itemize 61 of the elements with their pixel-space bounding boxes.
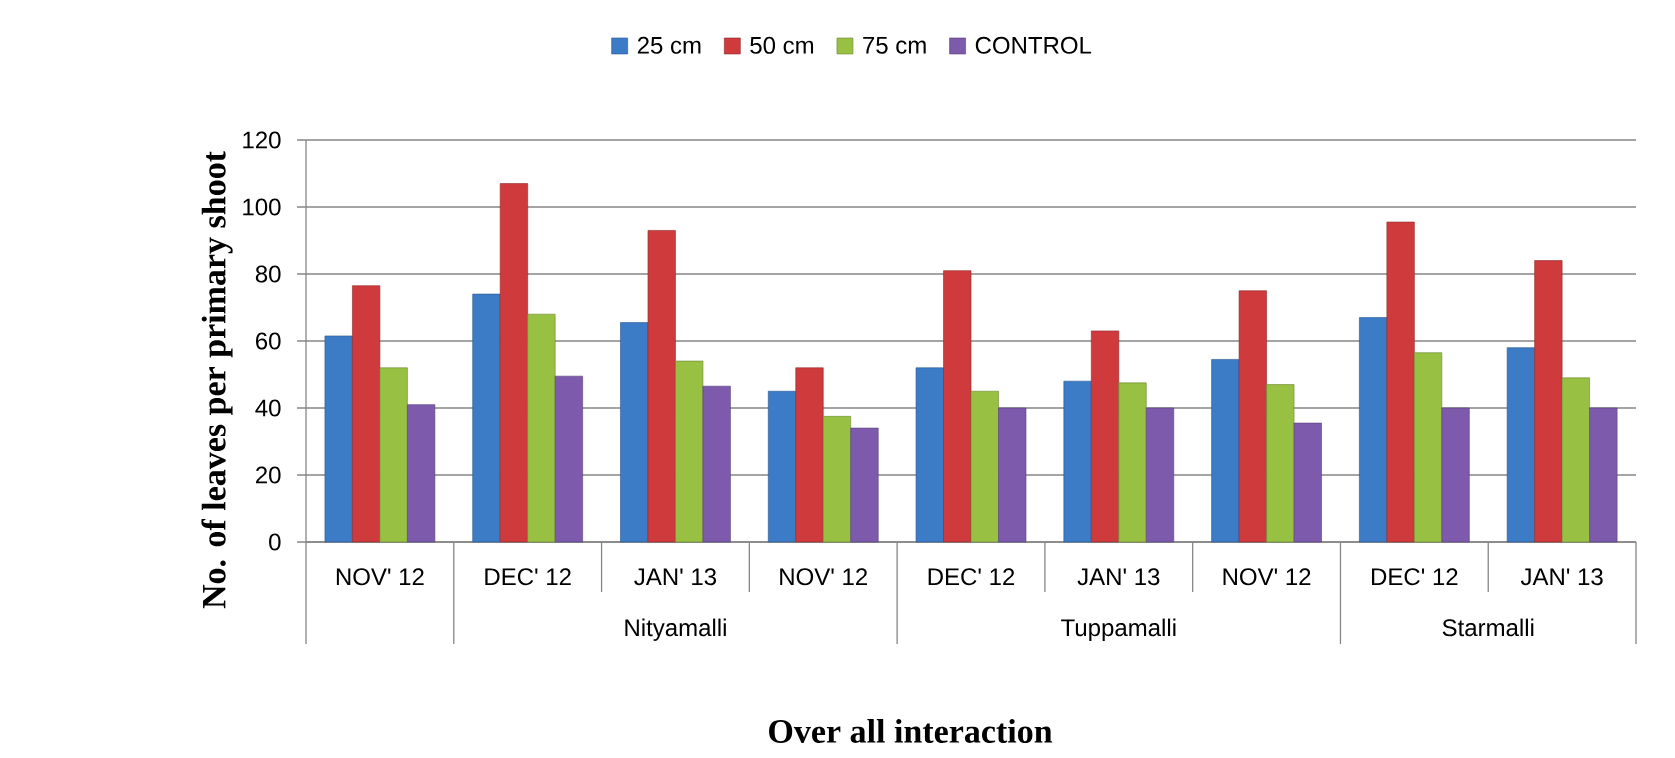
bar [499, 183, 528, 543]
bar [822, 416, 852, 543]
x-tick-label: NOV' 12 [336, 568, 424, 586]
bar [1359, 317, 1388, 543]
bar [407, 404, 436, 543]
bar [1063, 380, 1092, 543]
bar [554, 375, 583, 543]
bar [702, 385, 731, 543]
bar [1534, 260, 1563, 543]
bar [675, 360, 704, 543]
y-tick-label: 20 [256, 466, 281, 484]
bar [620, 322, 649, 543]
x-tick-label: JAN' 13 [1520, 568, 1603, 586]
bar [850, 427, 879, 543]
y-axis-title: No. of leaves per primary shoot [201, 151, 233, 609]
legend-label: 75 cm [863, 36, 926, 54]
bar [1414, 352, 1443, 543]
x-tick-label: DEC' 12 [1372, 568, 1458, 586]
y-tick-label: 40 [255, 399, 281, 417]
bar [1091, 330, 1120, 543]
legend-label: 50 cm [750, 36, 814, 54]
text: Tuppamalli [1061, 618, 1176, 641]
bar [472, 293, 501, 543]
bar [1238, 290, 1267, 543]
legend-label: CONTROL [975, 36, 1092, 54]
y-tick-label: 80 [255, 265, 281, 283]
bar [1506, 347, 1535, 543]
y-tick-label: 100 [243, 198, 281, 216]
bar [324, 335, 353, 543]
x-tick-label: DEC' 12 [485, 568, 571, 586]
bar [915, 367, 944, 543]
y-tick-label: 0 [269, 533, 281, 551]
bar [647, 230, 676, 543]
bar [795, 367, 824, 543]
y-tick-label: 120 [243, 131, 281, 149]
bar [1589, 407, 1618, 543]
bar [1441, 407, 1470, 543]
text: Starmalli [1442, 618, 1534, 637]
y-tick-label: 60 [256, 332, 281, 350]
x-axis-title: Over all interaction [769, 719, 1053, 743]
bar [943, 270, 972, 543]
bar [767, 390, 797, 543]
bar [970, 390, 999, 543]
bar [1145, 407, 1175, 543]
bar [1266, 384, 1295, 543]
legend-label: 25 cm [637, 36, 701, 54]
x-tick-label: JAN' 13 [634, 568, 717, 586]
x-tick-label: JAN' 13 [1077, 568, 1160, 586]
bar [1386, 221, 1415, 543]
x-tick-label: DEC' 12 [928, 568, 1015, 586]
bar [379, 367, 408, 543]
bar [1118, 382, 1147, 543]
text: Nityamalli [625, 618, 726, 641]
bar [352, 285, 381, 543]
bar [998, 407, 1027, 543]
x-tick-label: NOV' 12 [780, 568, 867, 586]
bar [1293, 422, 1322, 543]
bar [1211, 359, 1240, 543]
bar [1561, 377, 1590, 543]
x-tick-label: NOV' 12 [1223, 568, 1311, 586]
bar [527, 313, 556, 543]
